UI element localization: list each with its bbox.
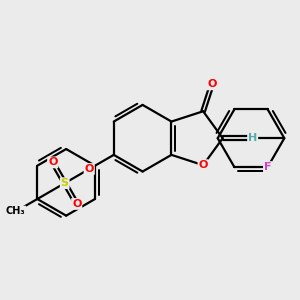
Text: O: O [207, 79, 217, 89]
Text: O: O [72, 199, 81, 209]
Text: H: H [248, 133, 257, 143]
Text: F: F [264, 162, 272, 172]
Text: O: O [85, 164, 94, 174]
Text: O: O [48, 158, 57, 167]
Text: O: O [198, 160, 208, 170]
Text: CH₃: CH₃ [6, 206, 26, 217]
Text: S: S [61, 178, 69, 188]
